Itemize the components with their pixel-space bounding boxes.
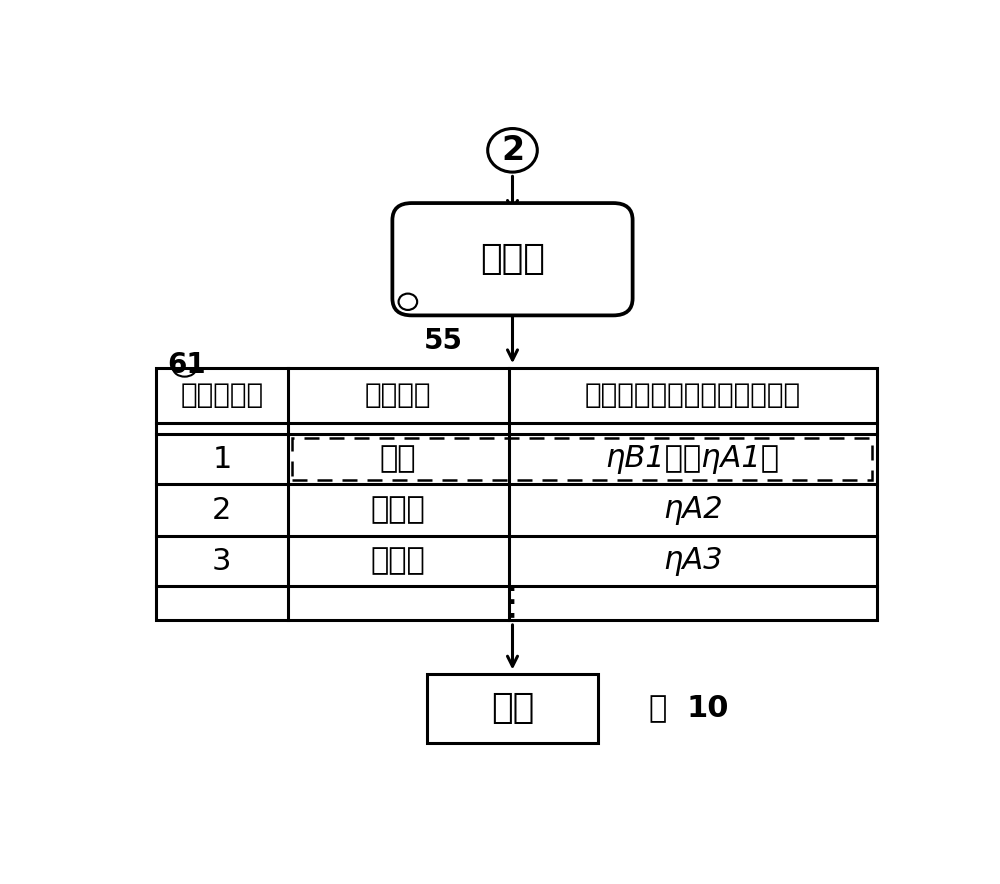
Text: 61: 61 [168,351,206,379]
Text: ηA2: ηA2 [663,496,722,524]
Text: 10: 10 [687,694,729,723]
Text: 小批量数据: 小批量数据 [180,381,263,409]
Text: ⋮: ⋮ [493,584,532,622]
Text: 未确定: 未确定 [371,496,426,524]
Text: 学习系数（模型的更新程度）: 学习系数（模型的更新程度） [585,381,801,409]
Text: ηB1（＜ηA1）: ηB1（＜ηA1） [606,445,780,474]
FancyBboxPatch shape [392,203,633,316]
Text: 确定: 确定 [380,445,416,474]
Text: 更新部: 更新部 [480,242,545,276]
Text: ～: ～ [648,694,666,723]
Text: 模型: 模型 [491,691,534,726]
Bar [156,368,877,620]
Text: 55: 55 [423,327,462,355]
Text: 1: 1 [212,445,232,474]
Circle shape [399,293,417,310]
Text: 未确定: 未确定 [371,546,426,575]
Text: 2: 2 [501,133,524,167]
Text: 2: 2 [212,496,232,524]
Text: 稀有类别: 稀有类别 [365,381,431,409]
Bar [427,674,598,743]
Text: 3: 3 [212,546,232,575]
Bar [292,438,872,480]
Text: ηA3: ηA3 [663,546,722,575]
